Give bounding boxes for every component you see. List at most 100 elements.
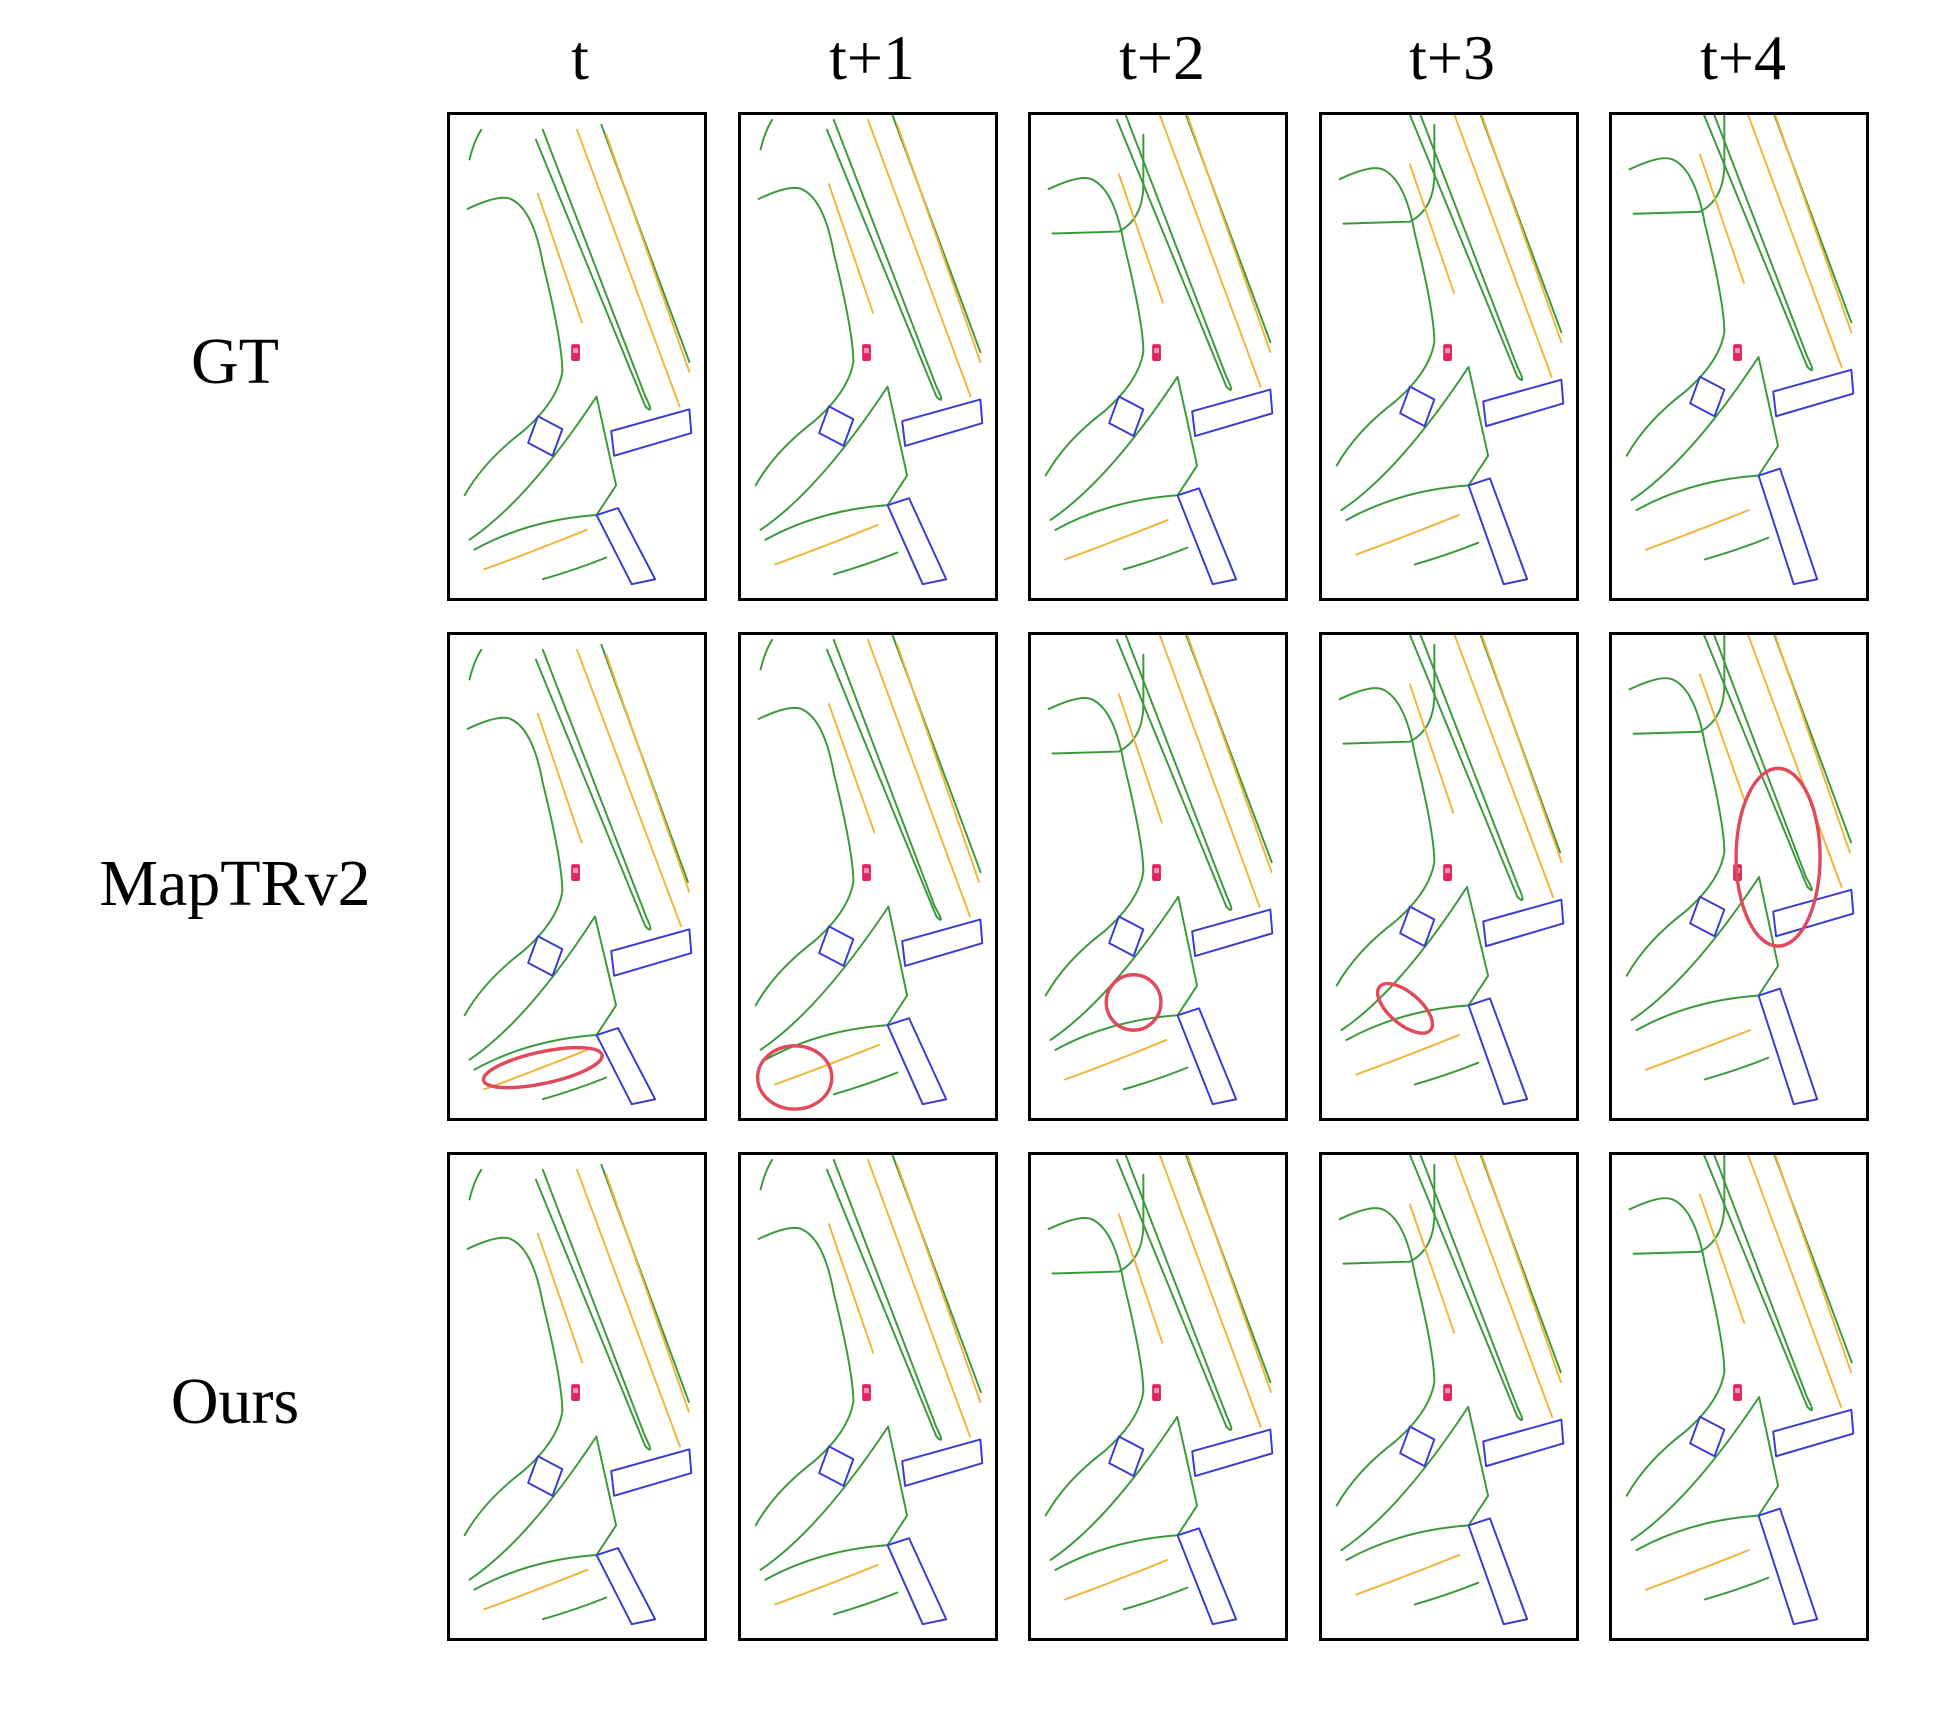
ped-crossing [610, 928, 693, 977]
ego-vehicle-window [1154, 868, 1159, 874]
column-header-t-plus-1: t+1 [829, 22, 915, 93]
ped-crossing [610, 1448, 693, 1497]
road-boundary [825, 1158, 943, 1441]
road-boundary [754, 186, 855, 487]
error-highlight-ellipse [755, 1044, 834, 1111]
ped-crossing [1399, 1425, 1436, 1468]
lane-divider [774, 523, 879, 566]
lane-divider [605, 653, 691, 893]
road-boundary [468, 915, 618, 1071]
vector-map-drawing [1044, 635, 1274, 1106]
map-panel [1609, 632, 1869, 1121]
road-boundary [1115, 635, 1233, 911]
road-boundary [1115, 1155, 1233, 1431]
road-boundary [1335, 167, 1436, 467]
ego-vehicle-window [573, 868, 578, 874]
lane-divider [1774, 1155, 1853, 1374]
lane-divider [867, 1158, 971, 1438]
ped-crossing [595, 1547, 657, 1626]
row-label-gt: GT [191, 325, 279, 398]
vector-map-drawing [463, 1163, 693, 1626]
lane-divider [896, 643, 980, 883]
ped-crossing [901, 918, 984, 967]
road-boundary [1703, 536, 1770, 561]
road-boundary [1625, 1197, 1726, 1497]
ped-crossing [1191, 1428, 1274, 1477]
road-boundary [1408, 115, 1524, 381]
road-boundary [1702, 635, 1813, 892]
road-boundary [1049, 1415, 1199, 1571]
ego-vehicle-window [864, 348, 869, 354]
column-header-t-plus-2: t+2 [1119, 22, 1205, 93]
road-boundary [463, 716, 564, 1017]
road-boundary [468, 648, 483, 681]
lane-divider [483, 528, 588, 571]
ped-crossing [1689, 895, 1726, 938]
ped-crossing [1772, 368, 1855, 418]
vector-map-drawing [754, 115, 984, 586]
road-boundary [1044, 696, 1145, 997]
road-boundary [468, 395, 618, 551]
map-panel [1028, 1152, 1288, 1641]
road-boundary [759, 118, 774, 151]
ped-crossing [1772, 888, 1855, 938]
ped-crossing [1399, 905, 1436, 948]
road-boundary [1630, 1396, 1780, 1552]
ego-vehicle-window [864, 868, 869, 874]
map-panel [447, 632, 707, 1121]
road-boundary [534, 1168, 652, 1451]
road-boundary [1703, 1056, 1770, 1081]
ped-crossing [818, 405, 855, 447]
road-boundary [1703, 1576, 1770, 1601]
vector-map-drawing [1625, 1155, 1855, 1626]
lane-divider [896, 123, 982, 363]
ped-crossing [610, 408, 693, 457]
lane-divider [896, 1163, 982, 1403]
map-panel [738, 1152, 998, 1641]
ped-crossing [818, 925, 855, 967]
ego-vehicle-window [1445, 1388, 1450, 1394]
ped-crossing [1772, 1408, 1855, 1458]
lane-divider [1117, 173, 1164, 304]
ped-crossing [1689, 1415, 1726, 1458]
lane-divider [1747, 1155, 1843, 1408]
lane-divider [1480, 1155, 1562, 1384]
ped-crossing [1482, 1418, 1565, 1468]
road-boundary [832, 1071, 899, 1096]
road-boundary [1408, 1155, 1524, 1421]
lane-divider [1645, 509, 1750, 551]
road-boundary [832, 1591, 899, 1616]
vector-map-drawing [1625, 635, 1855, 1106]
lane-divider [1453, 115, 1553, 378]
road-boundary [1340, 365, 1490, 521]
lane-divider [1158, 635, 1261, 908]
map-panel [1028, 112, 1288, 601]
ped-crossing [1176, 1527, 1238, 1626]
lane-divider [1453, 635, 1555, 898]
road-boundary [1049, 375, 1199, 531]
ped-crossing [527, 415, 564, 457]
ego-vehicle-window [573, 1388, 578, 1394]
lane-divider [483, 1568, 589, 1611]
lane-divider [1408, 683, 1455, 814]
ego-vehicle-window [864, 1388, 869, 1394]
road-boundary [1044, 1216, 1145, 1517]
lane-divider [576, 1168, 681, 1448]
map-panel [738, 632, 998, 1121]
ped-crossing [886, 1537, 948, 1626]
vector-map-drawing [1335, 1155, 1565, 1626]
road-boundary [1630, 876, 1780, 1032]
vector-map-drawing [1625, 115, 1855, 586]
vector-map-drawing [754, 635, 984, 1111]
lane-divider [536, 1233, 584, 1364]
ego-vehicle-window [1735, 348, 1740, 354]
lane-divider [1698, 1193, 1746, 1324]
map-panel [447, 1152, 707, 1641]
error-highlight-ellipse [1104, 973, 1163, 1032]
road-boundary [1340, 1405, 1490, 1561]
road-boundary [541, 556, 608, 581]
ped-crossing [1108, 395, 1145, 437]
road-boundary [759, 1158, 774, 1191]
road-boundary [1413, 1581, 1480, 1606]
ped-crossing [1482, 378, 1565, 428]
